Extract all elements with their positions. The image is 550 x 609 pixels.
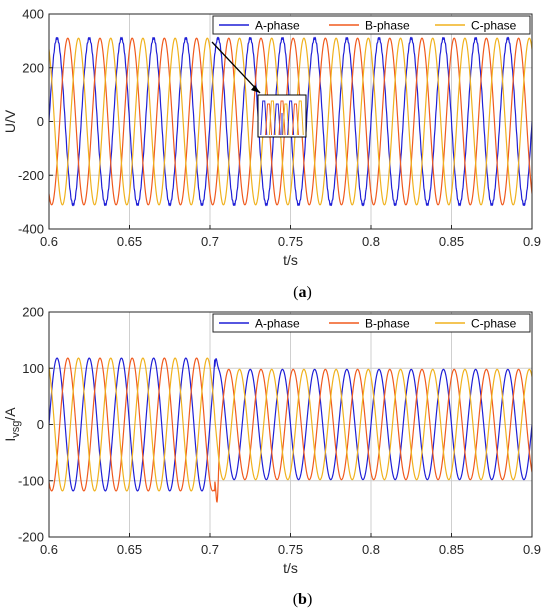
inset-spike	[287, 100, 295, 136]
series-line-b-phase	[49, 357, 532, 503]
y-tick-label: -400	[18, 222, 44, 237]
legend-label: C-phase	[471, 19, 517, 33]
inset-spike	[268, 100, 276, 136]
legend: A-phase B-phase C-phase	[212, 313, 531, 333]
x-tick-label: 0.85	[439, 234, 464, 249]
series-group	[49, 357, 532, 503]
legend-label: B-phase	[365, 317, 410, 331]
x-tick-label: 0.9	[523, 542, 541, 557]
x-tick-label: 0.6	[40, 234, 58, 249]
inset-arrow-line	[211, 41, 261, 94]
x-tick-label: 0.65	[117, 542, 142, 557]
subfigure-caption: (b)	[293, 591, 313, 608]
chart-a: 0.6 0.65 0.7 0.75 0.8 0.85 0.9 -400 -200 0 200 400 t…	[2, 7, 541, 302]
inset-spike	[282, 103, 290, 136]
y-tick-label: -200	[18, 530, 44, 545]
x-axis-label: t/s	[283, 252, 298, 268]
inset-spike	[291, 103, 299, 136]
x-tick-label: 0.8	[362, 542, 380, 557]
inset-spike	[296, 100, 304, 136]
series-line-c-phase	[49, 37, 532, 206]
legend-label: A-phase	[255, 19, 300, 33]
legend-label: B-phase	[365, 19, 410, 33]
series-line-b-phase	[49, 37, 532, 206]
legend-label: A-phase	[255, 317, 300, 331]
zoom-inset	[211, 41, 307, 138]
series-line-c-phase	[49, 357, 532, 492]
x-tick-label: 0.8	[362, 234, 380, 249]
y-tick-label: -100	[18, 473, 44, 488]
series-line-a-phase	[49, 357, 532, 492]
legend: A-phase B-phase C-phase	[212, 15, 531, 35]
y-axis-label: Ivsg/A	[2, 407, 22, 442]
x-axis-label: t/s	[283, 560, 298, 576]
y-tick-label: 400	[22, 7, 44, 22]
y-tick-label: -200	[18, 168, 44, 183]
y-tick-label: 200	[22, 305, 44, 320]
inset-spike	[273, 103, 281, 136]
y-tick-label: 100	[22, 361, 44, 376]
y-axis-label: U/V	[2, 109, 18, 133]
x-tick-label: 0.6	[40, 542, 58, 557]
inset-spike	[260, 100, 268, 136]
legend-label: C-phase	[471, 317, 517, 331]
y-tick-label: 200	[22, 60, 44, 75]
x-tick-label: 0.65	[117, 234, 142, 249]
x-tick-label: 0.75	[278, 234, 303, 249]
y-tick-label: 0	[37, 417, 44, 432]
x-tick-label: 0.75	[278, 542, 303, 557]
subfigure-caption: (a)	[293, 284, 312, 301]
legend-box	[212, 15, 531, 35]
x-tick-label: 0.7	[201, 542, 219, 557]
inset-arrow-head	[251, 85, 260, 93]
x-tick-label: 0.9	[523, 234, 541, 249]
x-tick-label: 0.7	[201, 234, 219, 249]
legend-box	[212, 313, 531, 333]
x-tick-label: 0.85	[439, 542, 464, 557]
y-tick-label: 0	[37, 114, 44, 129]
chart-b: 0.6 0.65 0.7 0.75 0.8 0.85 0.9 -200 -100 0 100 200 t…	[2, 305, 541, 609]
